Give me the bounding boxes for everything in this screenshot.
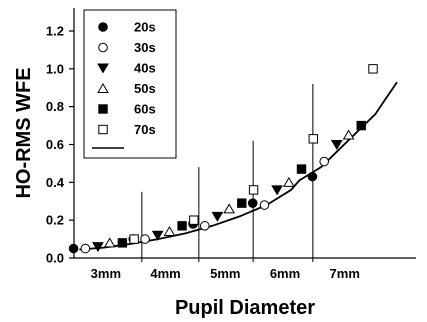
data-point-30s [259,200,270,210]
y-tick-label: 0.6 [46,137,64,152]
legend-box [83,9,177,159]
data-point-40s [92,242,104,253]
data-point-40s [271,185,283,196]
legend-marker-20s [98,22,108,32]
x-tick-label: 3mm [91,266,121,281]
y-ticks: 0.0 0.2 0.4 0.6 0.8 1.0 1.2 [46,24,74,266]
data-point-60s [296,164,307,174]
y-axis-label: HO-RMS WFE [13,67,35,198]
x-ticks: 3mm 4mm 5mm 6mm 7mm [91,266,360,281]
data-point-50s [103,237,116,248]
x-tick-label: 6mm [270,266,300,281]
legend-label: 70s [134,122,156,137]
data-point-60s [356,120,366,131]
data-point-60s [177,221,187,231]
legend: 20s 30s 40s 50s 60s 70s [83,9,177,159]
y-tick-label: 0.8 [46,99,64,114]
data-point-20s [307,171,318,182]
legend-label: 30s [134,40,156,55]
y-tick-label: 0.4 [46,175,65,190]
legend-marker-60s [98,104,108,114]
data-points [68,64,378,254]
data-point-30s [319,156,330,167]
data-point-60s [117,238,128,248]
y-tick-label: 0.0 [46,251,64,266]
legend-label: 40s [134,61,156,76]
data-point-30s [140,234,150,244]
legend-marker-30s [98,42,108,53]
data-point-30s [199,221,210,231]
legend-label: 50s [134,81,156,96]
x-tick-label: 7mm [330,266,360,281]
y-tick-label: 0.2 [46,213,64,228]
data-point-70s [129,234,139,244]
legend-label: 60s [134,102,156,117]
legend-marker-40s [97,63,109,74]
data-point-40s [151,230,164,241]
data-point-70s [248,185,259,195]
y-tick-label: 1.0 [46,61,64,76]
legend-label: 20s [134,20,156,35]
y-tick-label: 1.2 [46,24,64,39]
data-point-50s [163,226,176,237]
data-point-50s [223,203,236,214]
data-point-20s [247,198,258,208]
data-point-40s [211,211,224,222]
data-point-70s [308,134,318,144]
x-tick-label: 4mm [150,266,180,281]
data-point-60s [237,198,247,208]
x-tick-label: 5mm [210,266,240,281]
legend-marker-70s [98,124,108,135]
legend-marker-50s [97,83,109,93]
data-point-30s [80,243,91,254]
data-point-70s [189,215,199,225]
data-point-40s [330,140,343,150]
x-axis-label: Pupil Diameter [175,297,315,319]
data-point-50s [342,129,355,140]
data-point-70s [368,64,378,74]
data-point-20s [68,243,79,254]
data-point-50s [283,176,295,187]
